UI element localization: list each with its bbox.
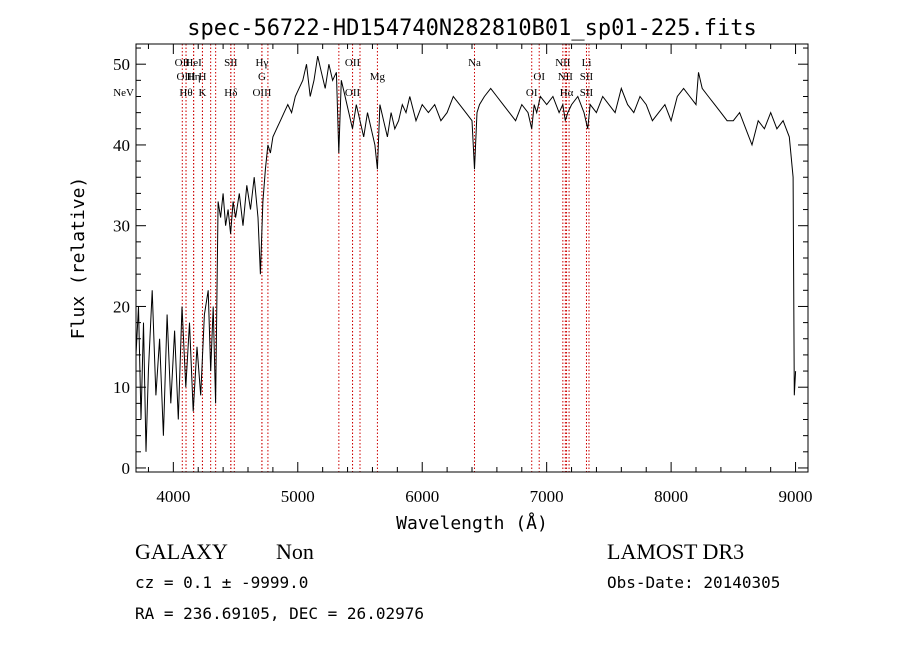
y-axis-label: Flux (relative) [68,177,89,340]
coordinates-text: RA = 236.69105, DEC = 26.02976 [135,604,424,623]
x-axis-ticks: 4000 5000 6000 7000 8000 9000 [147,44,813,506]
line-marker-label: Mg [370,71,386,83]
observation-date: Obs-Date: 20140305 [607,573,780,592]
x-tick-label: 9000 [779,487,813,506]
x-tick-label: 5000 [281,487,315,506]
y-tick-label: 50 [113,55,130,74]
line-marker-label: NII [558,71,574,83]
line-marker-label: OIII [252,87,271,99]
line-marker-label: NII [555,57,571,69]
line-marker-label: G [258,71,266,83]
line-marker-label: Hδ [224,87,237,99]
y-tick-label: 20 [113,297,130,316]
x-axis-label: Wavelength (Å) [396,512,548,534]
line-marker-label: OIII [177,71,196,83]
line-marker-label: SII [580,87,594,99]
y-axis-ticks: 0 10 20 30 40 50 [113,47,808,478]
object-subclass: Non [276,539,314,564]
plot-frame [135,43,809,473]
y-tick-label: 0 [122,459,131,478]
line-marker-label: SII [224,57,238,69]
line-marker-label: H [198,71,206,83]
line-marker-label: HeI [185,57,202,69]
line-marker-label: SII [580,71,594,83]
x-tick-label: 6000 [405,487,439,506]
line-marker-label: Hγ [256,57,269,69]
line-marker-label: OII [175,57,191,69]
line-marker-label: OI [533,71,545,83]
y-tick-label: 40 [113,136,130,155]
object-class: GALAXY [135,539,228,564]
y-tick-label: 30 [113,217,130,236]
line-marker-label: OI [526,87,538,99]
x-tick-label: 4000 [156,487,190,506]
line-marker-label: OII [345,57,361,69]
redshift-text: cz = 0.1 ± -9999.0 [135,573,308,592]
line-marker-label: Hη [187,71,201,83]
line-marker-label: Hα [560,87,574,99]
line-markers [181,44,590,472]
line-marker-label: Hθ [179,87,192,99]
line-marker-label: Na [468,57,481,69]
y-tick-label: 10 [113,378,130,397]
spectrum-line [135,55,797,452]
line-marker-label: Li [582,57,592,69]
x-tick-label: 7000 [530,487,564,506]
survey-name: LAMOST DR3 [607,539,744,564]
line-marker-label: OII [345,87,361,99]
line-marker-label: NeV [113,87,134,99]
chart-title: spec-56722-HD154740N282810B01_sp01-225.f… [187,16,757,41]
line-marker-label: K [198,87,206,99]
x-tick-label: 8000 [654,487,688,506]
